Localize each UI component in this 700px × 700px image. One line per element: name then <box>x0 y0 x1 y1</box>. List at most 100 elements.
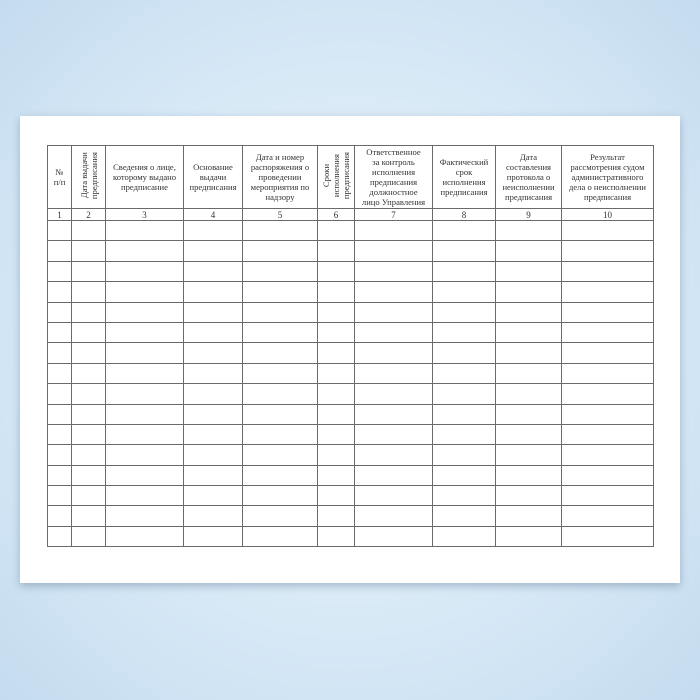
column-header: Фактический срок исполнения предписания <box>432 145 496 209</box>
table-cell <box>561 219 654 242</box>
table-cell <box>242 423 318 446</box>
table-cell <box>105 505 184 527</box>
table-cell <box>561 505 654 527</box>
table-cell <box>105 362 184 385</box>
table-cell <box>242 321 318 344</box>
table-cell <box>71 525 106 548</box>
table-cell <box>495 444 562 466</box>
column-header-label: Дата и номер распоряжения о проведении м… <box>250 152 310 202</box>
table-row <box>47 260 654 283</box>
table-cell <box>105 321 184 344</box>
table-cell <box>105 464 184 487</box>
table-cell <box>354 301 433 323</box>
table-cell <box>47 464 72 487</box>
table-cell <box>47 240 72 262</box>
table-cell <box>47 219 72 242</box>
table-cell <box>432 464 496 487</box>
table-cell <box>183 342 243 364</box>
table-cell <box>47 362 72 385</box>
table-cell <box>317 485 355 507</box>
table-cell <box>71 505 106 527</box>
table-cell <box>432 403 496 425</box>
table-cell <box>105 281 184 303</box>
table-cell <box>354 525 433 548</box>
table-cell <box>105 342 184 364</box>
table-cell <box>71 260 106 283</box>
table-cell <box>495 464 562 487</box>
column-header-label: Сроки исполнения предписания <box>321 152 351 200</box>
table-cell <box>561 444 654 466</box>
column-header: Дата и номер распоряжения о проведении м… <box>242 145 318 209</box>
column-header: № п/п <box>47 145 72 209</box>
table-cell <box>317 525 355 548</box>
column-number: 7 <box>354 208 433 221</box>
column-header: Основание выдачи предписания <box>183 145 243 209</box>
table-cell <box>317 219 355 242</box>
table-cell <box>242 505 318 527</box>
table-cell <box>105 240 184 262</box>
table-cell <box>183 464 243 487</box>
table-cell <box>105 301 184 323</box>
table-cell <box>105 525 184 548</box>
table-cell <box>561 260 654 283</box>
table-cell <box>183 383 243 405</box>
table-cell <box>317 505 355 527</box>
table-cell <box>242 260 318 283</box>
column-header: Сроки исполнения предписания <box>317 145 355 209</box>
table-cell <box>317 342 355 364</box>
table-cell <box>183 301 243 323</box>
table-row <box>47 321 654 344</box>
table-cell <box>495 505 562 527</box>
table-cell <box>317 423 355 446</box>
table-cell <box>71 403 106 425</box>
table-cell <box>354 444 433 466</box>
table-cell <box>71 464 106 487</box>
table-cell <box>432 505 496 527</box>
header-row: № п/п Дата выдачи предписания Сведения о л… <box>47 145 654 209</box>
table-cell <box>561 485 654 507</box>
table-cell <box>317 403 355 425</box>
table-cell <box>105 383 184 405</box>
table-cell <box>242 362 318 385</box>
table-cell <box>47 301 72 323</box>
table-cell <box>47 525 72 548</box>
table-cell <box>71 240 106 262</box>
table-cell <box>432 281 496 303</box>
table-cell <box>432 485 496 507</box>
table-cell <box>47 383 72 405</box>
table-cell <box>242 219 318 242</box>
table-cell <box>71 342 106 364</box>
table-cell <box>71 219 106 242</box>
table-cell <box>71 444 106 466</box>
table-cell <box>561 362 654 385</box>
table-cell <box>183 505 243 527</box>
table-cell <box>47 260 72 283</box>
column-header-label: № п/п <box>53 167 66 187</box>
table-cell <box>354 240 433 262</box>
table-cell <box>183 240 243 262</box>
table-cell <box>183 444 243 466</box>
table-cell <box>71 301 106 323</box>
column-header-label: Результат рассмотрения судом администрат… <box>569 152 646 202</box>
column-number: 3 <box>105 208 184 221</box>
table-cell <box>432 260 496 283</box>
table-cell <box>561 403 654 425</box>
column-header-label: Основание выдачи предписания <box>189 162 237 192</box>
table-row <box>47 301 654 323</box>
table-cell <box>47 403 72 425</box>
table-cell <box>47 423 72 446</box>
column-number: 4 <box>183 208 243 221</box>
table-cell <box>317 362 355 385</box>
table-cell <box>354 362 433 385</box>
column-header-label: Дата выдачи предписания <box>78 152 99 200</box>
column-header-label: Ответственное за контроль исполнения пре… <box>361 147 426 207</box>
column-header-label: Фактический срок исполнения предписания <box>439 157 489 197</box>
table-cell <box>354 505 433 527</box>
table-cell <box>242 383 318 405</box>
column-header: Сведения о лице, которому выдано предпис… <box>105 145 184 209</box>
table-cell <box>495 281 562 303</box>
table-cell <box>561 342 654 364</box>
column-number: 2 <box>71 208 106 221</box>
table-cell <box>242 485 318 507</box>
table-cell <box>561 383 654 405</box>
